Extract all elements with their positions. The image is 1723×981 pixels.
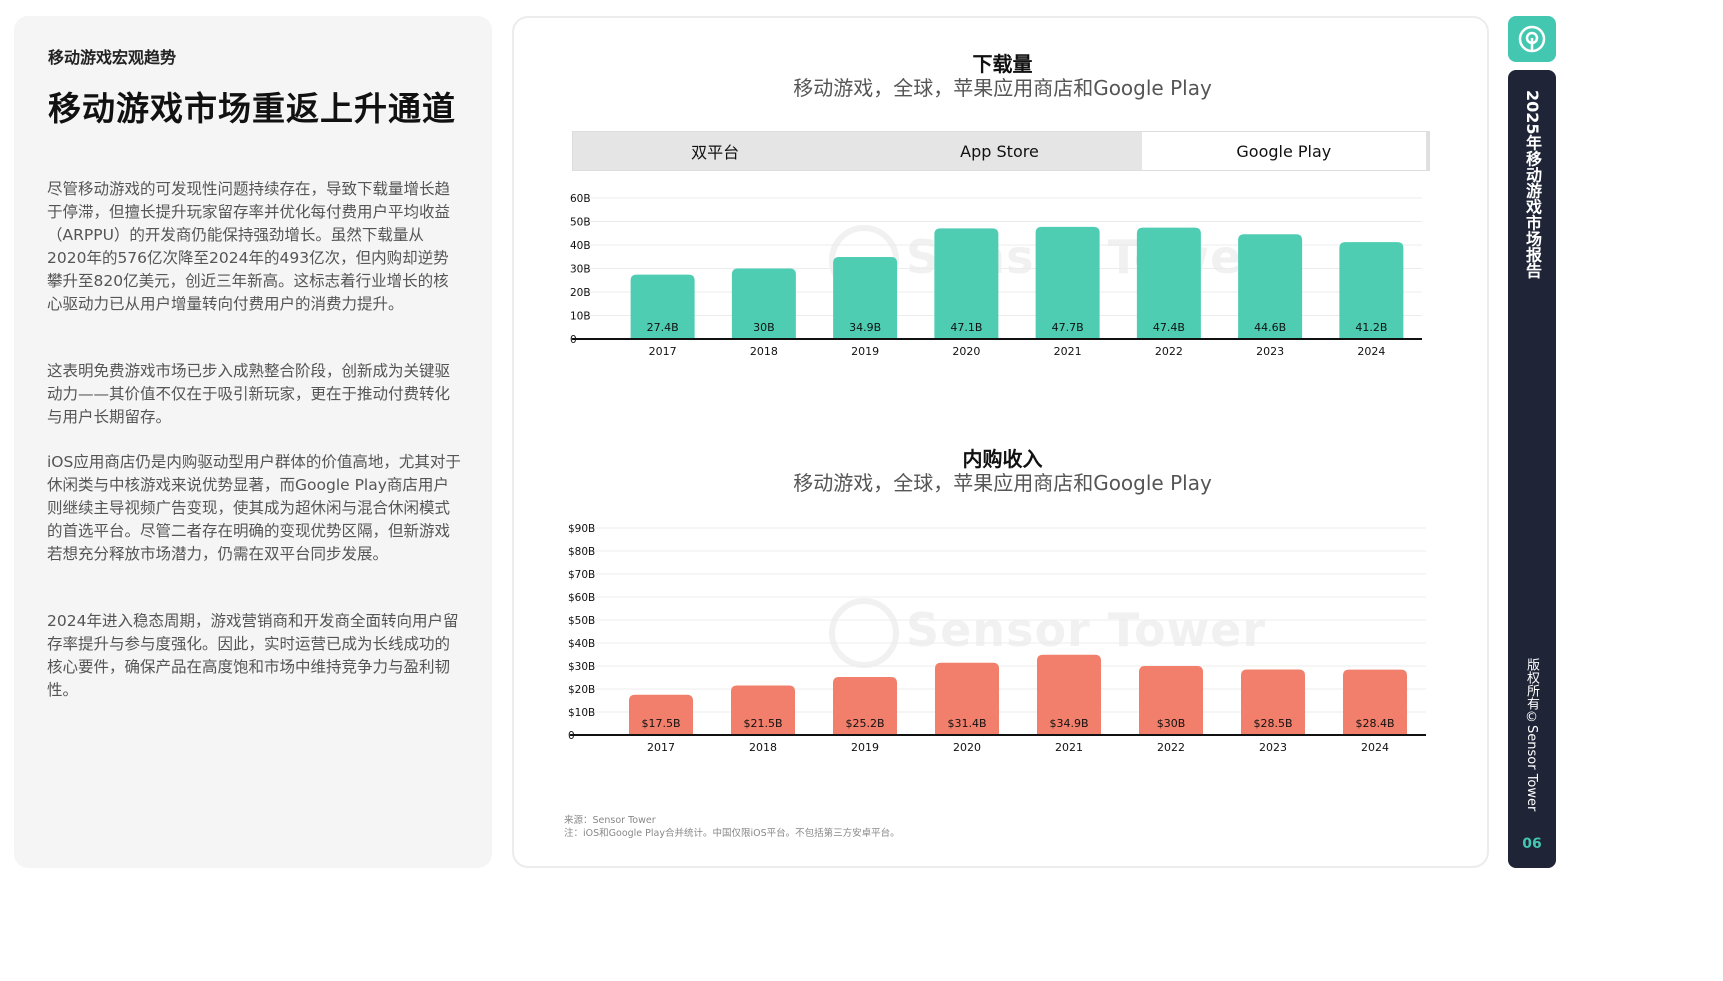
data-label: 47.1B <box>950 321 982 334</box>
data-label: 44.6B <box>1254 321 1286 334</box>
x-tick-label: 2024 <box>1357 345 1385 358</box>
footnote: 注：iOS和Google Play合并统计。中国仅限iOS平台。不包括第三方安卓… <box>564 828 900 839</box>
bar <box>1037 654 1101 735</box>
tab-app-store[interactable]: App Store <box>857 132 1142 170</box>
page-headline: 移动游戏市场重返上升通道 <box>48 89 456 128</box>
summary-panel: 移动游戏宏观趋势 移动游戏市场重返上升通道 尽管移动游戏的可发现性问题持续存在，… <box>14 16 492 868</box>
downloads-title: 下载量 <box>972 52 1033 76</box>
bar <box>1035 226 1100 339</box>
bar <box>935 662 999 735</box>
source-note: 来源：Sensor Tower <box>564 815 656 826</box>
bar <box>731 685 795 735</box>
paragraph-2: 这表明免费游戏市场已步入成熟整合阶段，创新成为关键驱动力——其价值不仅在于吸引新… <box>47 362 451 426</box>
x-tick-label: 2021 <box>1055 741 1083 754</box>
bar <box>1343 669 1407 735</box>
tab-both-platforms[interactable]: 双平台 <box>573 132 858 170</box>
bar <box>1238 234 1303 339</box>
x-tick-label: 2017 <box>647 741 675 754</box>
bar <box>731 268 796 339</box>
bar <box>934 228 999 339</box>
data-label: 34.9B <box>849 321 881 334</box>
bar <box>1339 242 1404 339</box>
iap-title: 内购收入 <box>962 447 1043 471</box>
bar <box>833 677 897 735</box>
data-label: 30B <box>753 321 775 334</box>
paragraph-1: 尽管移动游戏的可发现性问题持续存在，导致下载量增长趋于停滞，但擅长提升玩家留存率… <box>47 180 451 313</box>
x-tick-label: 2024 <box>1361 741 1389 754</box>
y-tick-label: $50B <box>568 615 595 627</box>
bar <box>1139 666 1203 735</box>
logo-badge <box>1508 16 1556 62</box>
x-tick-label: 2019 <box>851 345 879 358</box>
report-title: 2025年移动游戏市场报告 <box>1523 90 1542 279</box>
copyright: 版权所有©Sensor Tower <box>1524 658 1539 812</box>
iap-bar-chart: 0$10B$20B$30B$40B$50B$60B$70B$80B$90B$17… <box>568 523 1426 754</box>
y-tick-label: 10B <box>570 311 591 323</box>
data-label: 27.4B <box>647 321 679 334</box>
y-tick-label: $90B <box>568 523 595 535</box>
watermark-text-2: Sensor Tower <box>906 603 1267 657</box>
y-tick-label: $80B <box>568 546 595 558</box>
watermark-logo-icon-2 <box>829 598 899 668</box>
platform-tabs: 双平台 App Store Google Play <box>572 131 1430 171</box>
y-tick-label: $30B <box>568 661 595 673</box>
x-tick-label: 2017 <box>649 345 677 358</box>
y-tick-label: $10B <box>568 707 595 719</box>
x-tick-label: 2019 <box>851 741 879 754</box>
x-tick-label: 2021 <box>1054 345 1082 358</box>
bar <box>1136 227 1201 339</box>
data-label: 47.4B <box>1153 321 1185 334</box>
x-tick-label: 2023 <box>1259 741 1287 754</box>
data-label: $25.2B <box>845 717 884 730</box>
section-eyebrow: 移动游戏宏观趋势 <box>48 48 177 67</box>
paragraph-4: 2024年进入稳态周期，游戏营销商和开发商全面转向用户留存率提升与参与度强化。因… <box>47 612 459 699</box>
y-tick-label: 50B <box>570 217 591 229</box>
data-label: $28.5B <box>1253 717 1292 730</box>
y-tick-label: $20B <box>568 684 595 696</box>
x-tick-label: 2022 <box>1157 741 1185 754</box>
downloads-subtitle: 移动游戏，全球，苹果应用商店和Google Play <box>793 76 1212 100</box>
x-tick-label: 2018 <box>750 345 778 358</box>
bar <box>1241 669 1305 735</box>
page-number: 06 <box>1522 836 1542 852</box>
data-label: $21.5B <box>743 717 782 730</box>
y-tick-label: 40B <box>570 240 591 252</box>
x-tick-label: 2023 <box>1256 345 1284 358</box>
data-label: $17.5B <box>641 717 680 730</box>
tab-google-play[interactable]: Google Play <box>1141 132 1429 170</box>
bar <box>833 256 898 339</box>
y-tick-label: $60B <box>568 592 595 604</box>
data-label: $30B <box>1157 717 1186 730</box>
charts-panel: 下载量 移动游戏，全球，苹果应用商店和Google Play 双平台 App S… <box>512 16 1489 868</box>
paragraph-3: iOS应用商店仍是内购驱动型用户群体的价值高地，尤其对于休闲类与中核游戏来说优势… <box>47 453 461 563</box>
x-tick-label: 2020 <box>952 345 980 358</box>
data-label: $34.9B <box>1049 717 1088 730</box>
y-tick-label: $40B <box>568 638 595 650</box>
downloads-bar-chart: 010B20B30B40B50B60B27.4B201730B201834.9B… <box>570 193 1422 358</box>
y-tick-label: 60B <box>570 193 591 205</box>
iap-subtitle: 移动游戏，全球，苹果应用商店和Google Play <box>793 471 1212 495</box>
bar <box>630 274 695 339</box>
report-rail: 2025年移动游戏市场报告 版权所有©Sensor Tower 06 <box>1508 70 1556 868</box>
y-tick-label: 30B <box>570 264 591 276</box>
data-label: 41.2B <box>1355 321 1387 334</box>
bar <box>629 694 693 735</box>
x-tick-label: 2020 <box>953 741 981 754</box>
x-tick-label: 2018 <box>749 741 777 754</box>
y-tick-label: $70B <box>568 569 595 581</box>
data-label: $28.4B <box>1355 717 1394 730</box>
data-label: $31.4B <box>947 717 986 730</box>
data-label: 47.7B <box>1052 321 1084 334</box>
x-tick-label: 2022 <box>1155 345 1183 358</box>
sensor-tower-logo-icon <box>1518 25 1546 53</box>
y-tick-label: 20B <box>570 287 591 299</box>
